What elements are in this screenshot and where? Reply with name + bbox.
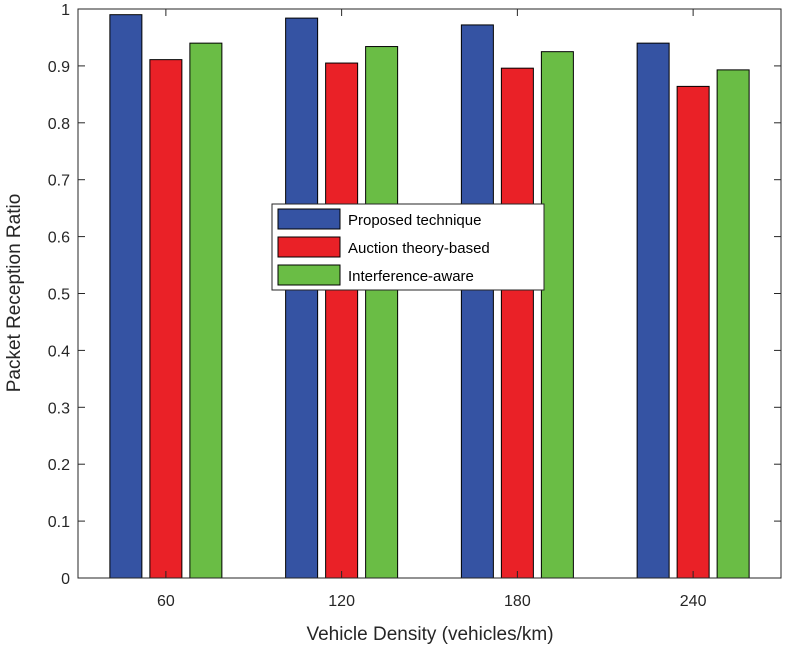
x-tick-label: 180 <box>504 593 531 610</box>
bar-auction-theory-based-120 <box>325 62 359 579</box>
y-axis-ticks: 0 0.1 0.2 0.3 0.4 0.5 0.6 0.7 0.8 0.9 1 <box>48 2 781 588</box>
y-tick-label: 0.3 <box>48 400 70 417</box>
y-tick-label: 0.5 <box>48 287 70 304</box>
x-tick-label: 60 <box>157 593 175 610</box>
legend-swatch-proposed-technique <box>277 208 341 230</box>
y-tick-label: 0.4 <box>48 343 70 360</box>
y-axis-label: Packet Reception Ratio <box>4 194 25 393</box>
y-tick-label: 0.2 <box>48 457 70 474</box>
bar-proposed-technique-60 <box>109 14 143 579</box>
bar-interference-aware-120 <box>365 46 399 579</box>
bar-auction-theory-based-60 <box>149 59 183 579</box>
bar-proposed-technique-120 <box>285 17 319 579</box>
y-tick-label: 0.6 <box>48 230 70 247</box>
bar-proposed-technique-240 <box>636 42 670 579</box>
legend-label-proposed-technique: Proposed technique <box>348 212 481 229</box>
bar-auction-theory-based-180 <box>500 67 534 579</box>
x-tick-label: 120 <box>328 593 355 610</box>
x-axis-ticks: 60 120 180 240 <box>157 9 707 610</box>
y-tick-label: 0.8 <box>48 116 70 133</box>
y-tick-label: 0.7 <box>48 173 70 190</box>
plot-area-frame <box>77 8 782 579</box>
bars-group <box>109 14 750 579</box>
y-tick-label: 1 <box>61 2 70 19</box>
legend-label-auction-theory-based: Auction theory-based <box>348 240 490 257</box>
y-tick-label: 0.9 <box>48 59 70 76</box>
legend: Proposed technique Auction theory-based … <box>271 203 545 291</box>
bar-interference-aware-180 <box>540 51 574 579</box>
legend-label-interference-aware: Interference-aware <box>348 268 474 285</box>
x-tick-label: 240 <box>680 593 707 610</box>
legend-swatch-auction-theory-based <box>277 236 341 258</box>
bar-interference-aware-240 <box>716 69 750 579</box>
y-tick-label: 0 <box>61 571 70 588</box>
bar-auction-theory-based-240 <box>676 85 710 579</box>
bar-proposed-technique-180 <box>460 24 494 579</box>
legend-swatch-interference-aware <box>277 264 341 286</box>
y-tick-label: 0.1 <box>48 514 70 531</box>
x-axis-label: Vehicle Density (vehicles/km) <box>306 624 553 645</box>
bar-interference-aware-60 <box>189 42 223 579</box>
